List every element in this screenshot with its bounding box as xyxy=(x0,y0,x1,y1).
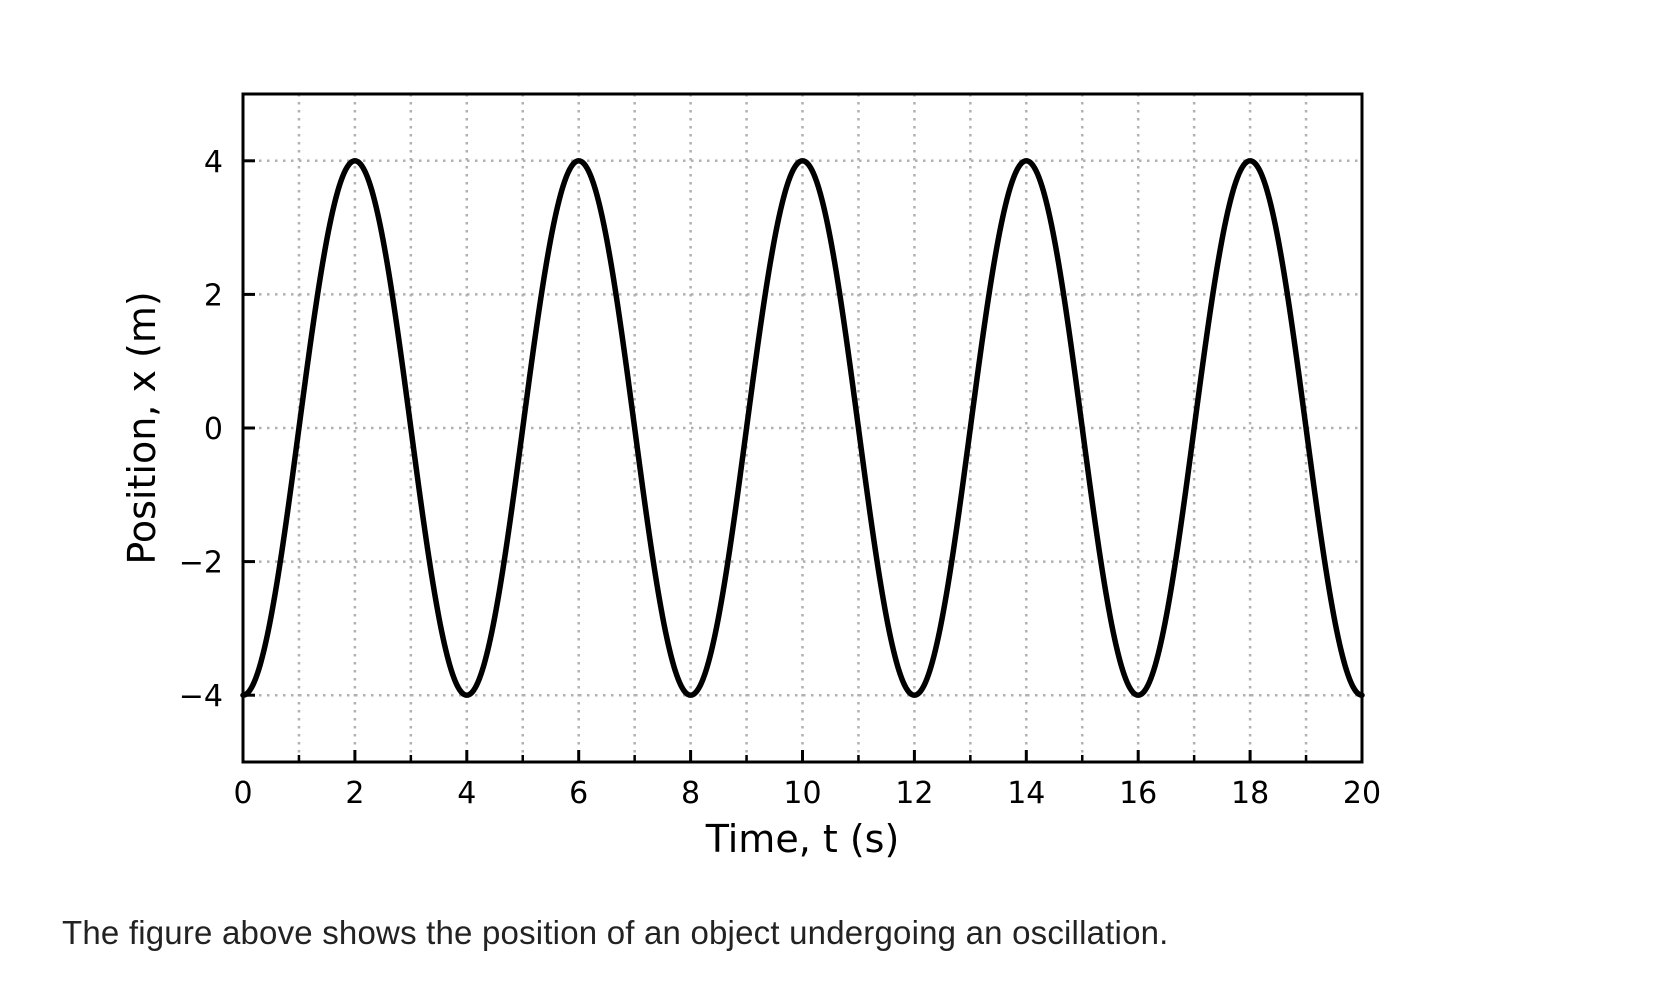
y-tick-label: 4 xyxy=(204,145,223,180)
oscillation-chart: 0 2 4 6 8 10 12 14 16 18 20 −4 −2 0 2 4 Time, t (s) Po… xyxy=(120,92,1381,861)
x-tick-label: 6 xyxy=(569,776,588,811)
x-tick-label: 18 xyxy=(1231,776,1269,811)
chart-canvas: 0 2 4 6 8 10 12 14 16 18 20 −4 −2 0 2 4 Time, t (s) Po… xyxy=(120,92,1381,861)
x-tick-label: 0 xyxy=(233,776,252,811)
x-tick-label: 8 xyxy=(681,776,700,811)
axis-ticks xyxy=(241,159,1364,762)
x-tick-label: 20 xyxy=(1343,776,1381,811)
oscillation-curve xyxy=(240,158,1365,698)
y-tick-label: −4 xyxy=(179,679,223,714)
x-tick-label: 14 xyxy=(1007,776,1045,811)
data-series xyxy=(240,158,1365,698)
x-tick-label: 2 xyxy=(345,776,364,811)
x-tick-label: 4 xyxy=(457,776,476,811)
x-axis-label: Time, t (s) xyxy=(705,817,900,861)
y-tick-labels: −4 −2 0 2 4 xyxy=(179,145,223,714)
y-axis-label: Position, x (m) xyxy=(120,291,164,564)
y-tick-label: 2 xyxy=(204,278,223,313)
x-tick-label: 16 xyxy=(1119,776,1157,811)
y-tick-label: −2 xyxy=(179,546,223,581)
y-tick-label: 0 xyxy=(204,412,223,447)
x-tick-label: 10 xyxy=(783,776,821,811)
x-tick-label: 12 xyxy=(895,776,933,811)
figure-caption: The figure above shows the position of a… xyxy=(62,914,1169,951)
x-tick-labels: 0 2 4 6 8 10 12 14 16 18 20 xyxy=(233,776,1381,811)
